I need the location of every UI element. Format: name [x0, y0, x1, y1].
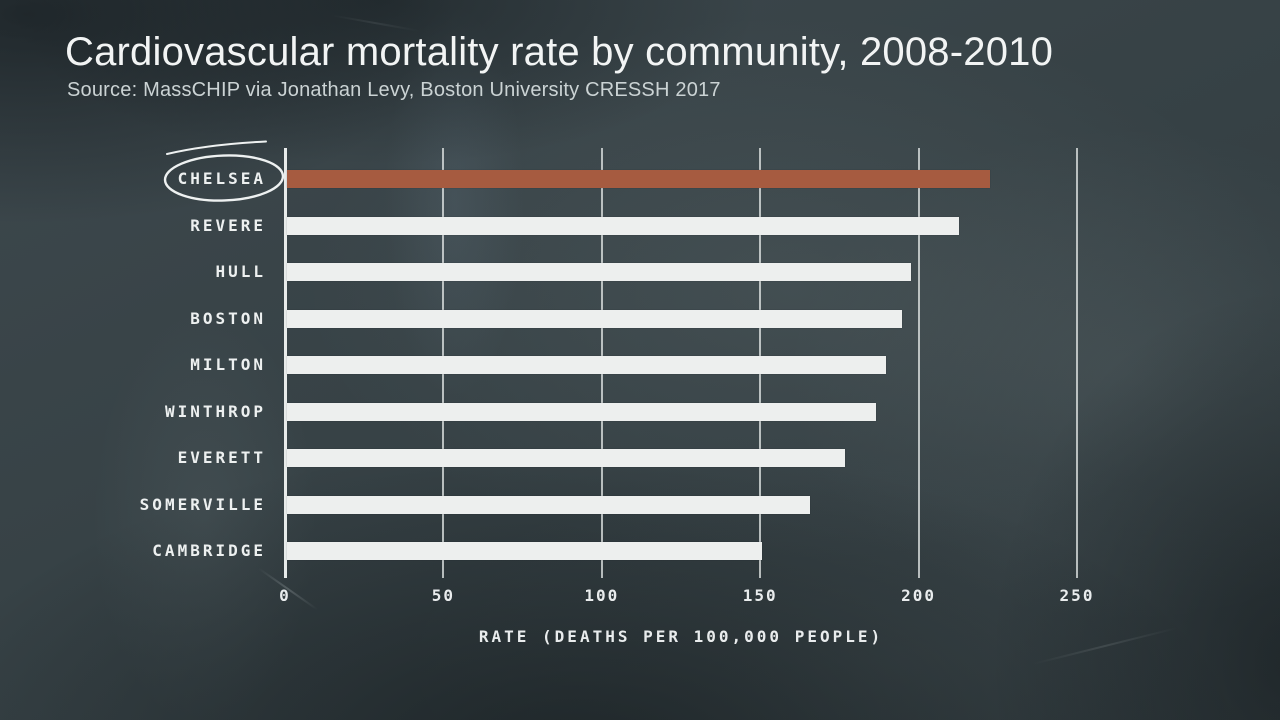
category-label-hull: HULL: [215, 262, 266, 281]
x-tick-label-250: 250: [1059, 586, 1095, 605]
x-tick-label-100: 100: [584, 586, 620, 605]
gridline-200: [917, 148, 920, 578]
x-axis-title: RATE (DEATHS PER 100,000 PEOPLE): [478, 627, 884, 646]
x-tick-label-150: 150: [742, 586, 778, 605]
x-tick-label-200: 200: [901, 586, 937, 605]
category-label-boston: BOSTON: [190, 308, 266, 328]
category-label-cambridge: CAMBRIDGE: [152, 541, 266, 560]
x-axis-tick-labels: 0 50 100 150 200 250: [279, 586, 1092, 608]
y-axis-line: [284, 148, 287, 578]
x-tick-label-0: 0: [279, 586, 291, 605]
bar-everett: [287, 449, 845, 467]
bar-revere: [287, 216, 959, 235]
gridline-250: [1076, 148, 1078, 578]
category-label-revere: REVERE: [190, 215, 266, 235]
category-label-everett: EVERETT: [177, 448, 266, 467]
bar-cambridge: [287, 542, 763, 560]
chart-source-credit: Source: MassCHIP via Jonathan Levy, Bost…: [67, 79, 721, 101]
category-label-chelsea: CHELSEA: [177, 169, 266, 188]
bar-chelsea: [287, 170, 991, 188]
category-label-milton: MILTON: [190, 355, 266, 374]
chart-title: Cardiovascular mortality rate by communi…: [65, 30, 1054, 74]
plot-area: [284, 148, 1078, 578]
x-tick-label-50: 50: [431, 586, 456, 605]
bar-winthrop: [287, 402, 877, 421]
bar-boston: [287, 309, 902, 328]
category-label-somerville: SOMERVILLE: [139, 494, 266, 514]
bar-milton: [287, 356, 886, 374]
category-label-winthrop: WINTHROP: [164, 401, 266, 421]
bar-somerville: [287, 495, 810, 514]
bar-hull: [287, 263, 912, 281]
